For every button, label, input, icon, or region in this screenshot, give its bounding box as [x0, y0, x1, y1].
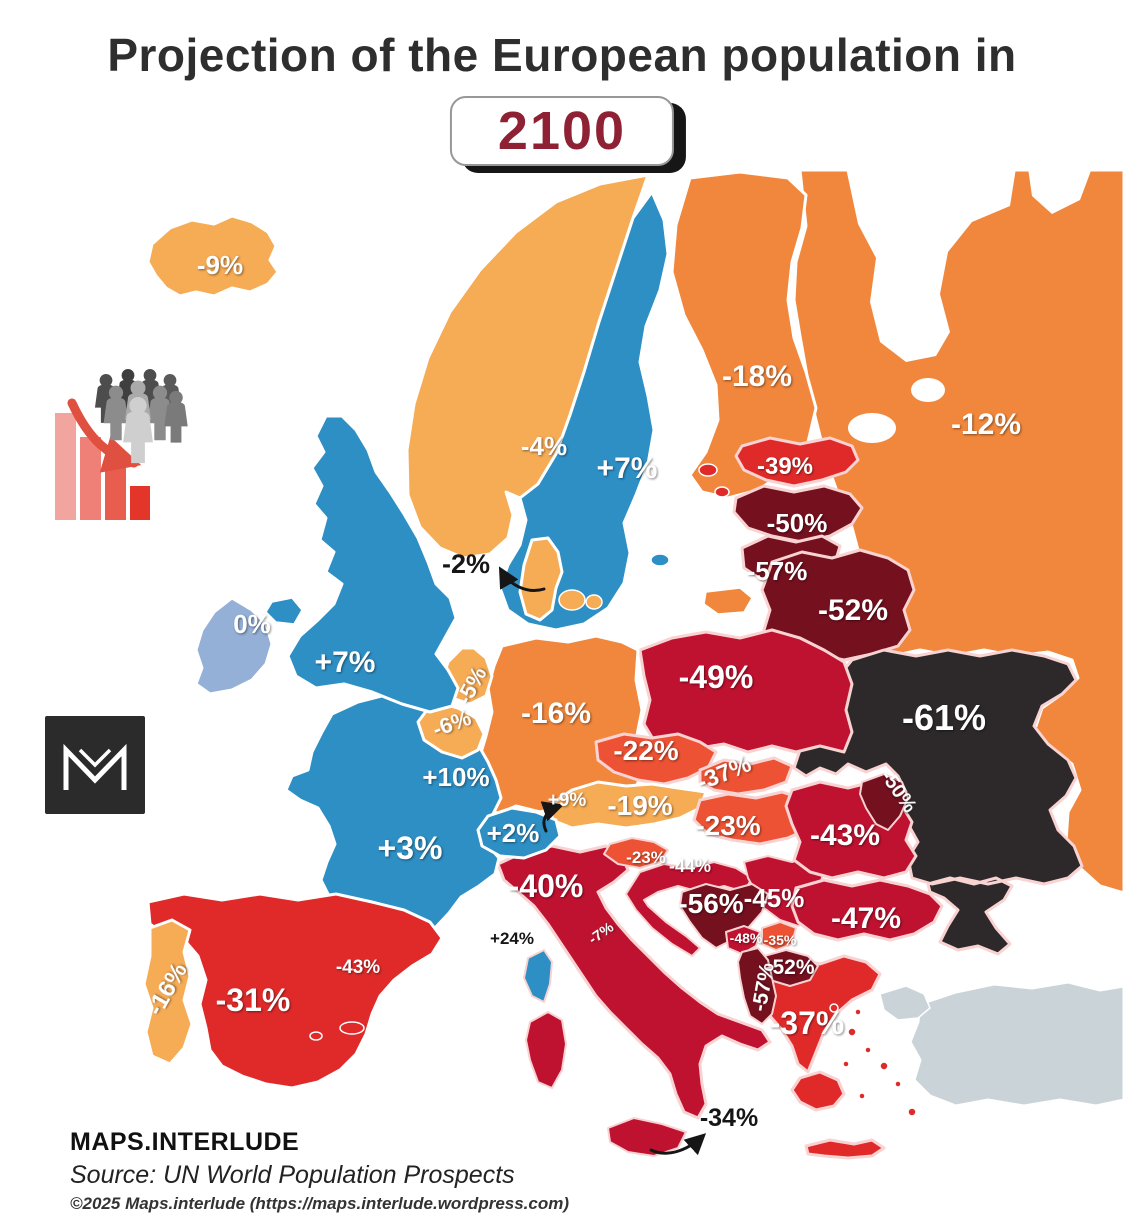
country-greece: [762, 954, 886, 1160]
label-switzerland: +2%: [487, 818, 540, 848]
island-sicily: [607, 1117, 687, 1157]
country-italy: [496, 844, 772, 1120]
label-croatia: -44%: [669, 856, 711, 876]
label-romania: -43%: [810, 819, 880, 852]
footer-source: Source: UN World Population Prospects: [70, 1161, 515, 1189]
island-corsica: [523, 949, 553, 1003]
country-labels: -9% -4% +7% -18% -12% -2% -39% -50% -57%…: [142, 250, 1021, 1132]
label-denmark: -2%: [442, 549, 490, 579]
country-kosovo: [761, 921, 797, 951]
country-moldova: [859, 773, 909, 831]
island-mallorca: [339, 1021, 365, 1035]
label-ireland: 0%: [233, 609, 271, 639]
label-germany: -16%: [521, 697, 591, 730]
country-bulgaria: [790, 878, 944, 942]
year-badge: 2100: [449, 96, 675, 166]
population-decline-icon: [55, 369, 188, 520]
label-france: +3%: [378, 830, 443, 866]
country-switzerland: [476, 806, 562, 860]
denmark-island-1: [558, 589, 586, 611]
bar-2: [80, 437, 101, 520]
maps-interlude-logo: [45, 716, 145, 814]
label-lithuania: -57%: [747, 556, 808, 586]
country-ukraine: [792, 648, 1084, 956]
label-uk: +7%: [315, 646, 376, 679]
country-iceland: [146, 214, 280, 298]
label-spain: -31%: [216, 982, 291, 1018]
country-ireland: [194, 596, 274, 696]
label-czechia: -22%: [613, 735, 678, 766]
country-spain: [146, 892, 444, 1090]
country-albania: [737, 947, 777, 1025]
country-slovakia: [698, 756, 794, 796]
country-montenegro: [725, 925, 761, 955]
country-shapes: [142, 168, 1124, 1160]
label-estonia: -39%: [757, 453, 813, 480]
island-ibiza: [309, 1031, 323, 1041]
lake-onega: [911, 378, 945, 402]
label-hungary: -23%: [695, 810, 760, 841]
malta-arrow: [649, 1133, 707, 1156]
label-norway: -4%: [521, 431, 567, 461]
lake-ladoga: [848, 413, 896, 443]
country-estonia: [734, 436, 860, 488]
label-serbia: -45%: [744, 883, 805, 913]
estonia-island-1: [698, 463, 718, 477]
liechtenstein-arrow: [540, 801, 564, 833]
island-sardinia: [525, 1011, 567, 1089]
label-ukraine: -61%: [902, 697, 986, 738]
footer-copyright: ©2025 Maps.interlude (https://maps.inter…: [70, 1194, 570, 1213]
decline-arrow-icon: [67, 398, 142, 473]
footer-brand: MAPS.INTERLUDE: [70, 1128, 300, 1156]
label-finland: -18%: [722, 360, 792, 393]
denmark-island-2: [585, 594, 603, 610]
country-slovenia: [603, 837, 669, 869]
white-sea: [846, 168, 1016, 362]
barents-inlet: [1028, 168, 1092, 214]
footer: MAPS.INTERLUDE Source: UN World Populati…: [70, 1128, 569, 1214]
annotation-arrows: [498, 566, 707, 1156]
region-turkey-thrace: [879, 985, 931, 1021]
country-croatia: [625, 861, 753, 957]
label-austria: -19%: [607, 790, 672, 821]
label-andorra: -43%: [336, 957, 380, 978]
greek-islands: [829, 1003, 917, 1117]
label-russia: -12%: [951, 408, 1021, 441]
label-iceland: -9%: [197, 250, 243, 280]
label-bosnia: -56%: [678, 888, 743, 919]
label-montenegro: -48%: [730, 930, 763, 946]
estonia-island-2: [714, 486, 730, 498]
label-latvia: -50%: [767, 508, 828, 538]
region-kaliningrad: [703, 587, 753, 615]
country-turkey: [908, 980, 1124, 1108]
country-denmark: [518, 536, 564, 622]
label-monaco: +24%: [490, 929, 534, 948]
label-poland: -49%: [679, 659, 754, 695]
page-title: Projection of the European population in: [107, 29, 1017, 81]
country-sweden: [498, 190, 670, 632]
country-latvia: [732, 484, 864, 544]
label-italy: -40%: [509, 868, 584, 904]
bar-4: [130, 486, 150, 520]
country-portugal: [142, 918, 194, 1066]
bar-3: [105, 464, 126, 520]
label-belarus: -52%: [818, 594, 888, 627]
label-kosovo: -35%: [764, 932, 797, 948]
region-northern-ireland: [265, 597, 303, 625]
label-sweden: +7%: [597, 452, 658, 485]
bar-1: [55, 413, 76, 520]
country-united-kingdom: [286, 414, 460, 714]
label-north-macedonia: -52%: [765, 956, 814, 979]
label-slovenia: -23%: [626, 848, 666, 867]
label-bulgaria: -47%: [831, 902, 901, 935]
label-luxembourg: +10%: [422, 762, 489, 792]
island-gotland: [650, 553, 670, 567]
label-liechtenstein: +9%: [548, 790, 587, 811]
label-greece: -37%: [770, 1005, 845, 1041]
label-malta: -34%: [700, 1104, 758, 1132]
denmark-arrow: [498, 566, 546, 592]
year-text: 2100: [497, 101, 627, 161]
